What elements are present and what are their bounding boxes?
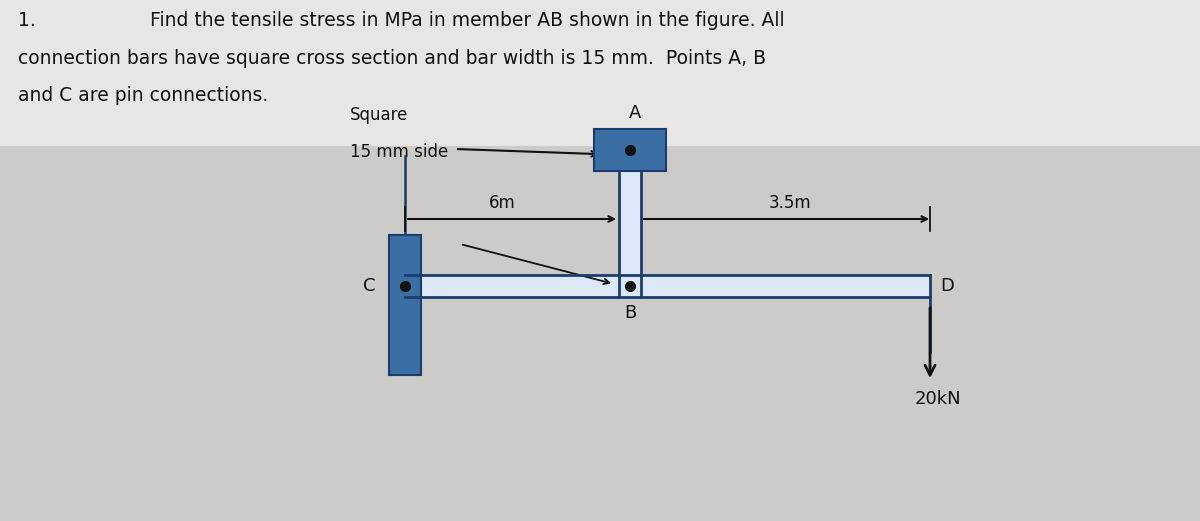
Text: connection bars have square cross section and bar width is 15 mm.  Points A, B: connection bars have square cross sectio…: [18, 49, 766, 68]
Text: 3.5m: 3.5m: [769, 194, 811, 212]
Text: Square: Square: [350, 106, 408, 124]
Bar: [619, 171, 641, 297]
Bar: [594, 129, 666, 171]
Text: A: A: [629, 104, 641, 122]
Text: 1.: 1.: [18, 11, 36, 30]
Text: D: D: [940, 277, 954, 295]
Bar: [0, 0, 1200, 146]
Text: 15 mm side: 15 mm side: [350, 143, 449, 161]
Text: C: C: [362, 277, 374, 295]
Text: 20kN: 20kN: [914, 390, 961, 408]
Text: Find the tensile stress in MPa in member AB shown in the figure. All: Find the tensile stress in MPa in member…: [150, 11, 785, 30]
Bar: [406, 275, 930, 297]
Text: 6m: 6m: [490, 194, 516, 212]
Text: and C are pin connections.: and C are pin connections.: [18, 86, 269, 105]
Text: B: B: [624, 304, 636, 322]
Bar: [389, 235, 421, 375]
